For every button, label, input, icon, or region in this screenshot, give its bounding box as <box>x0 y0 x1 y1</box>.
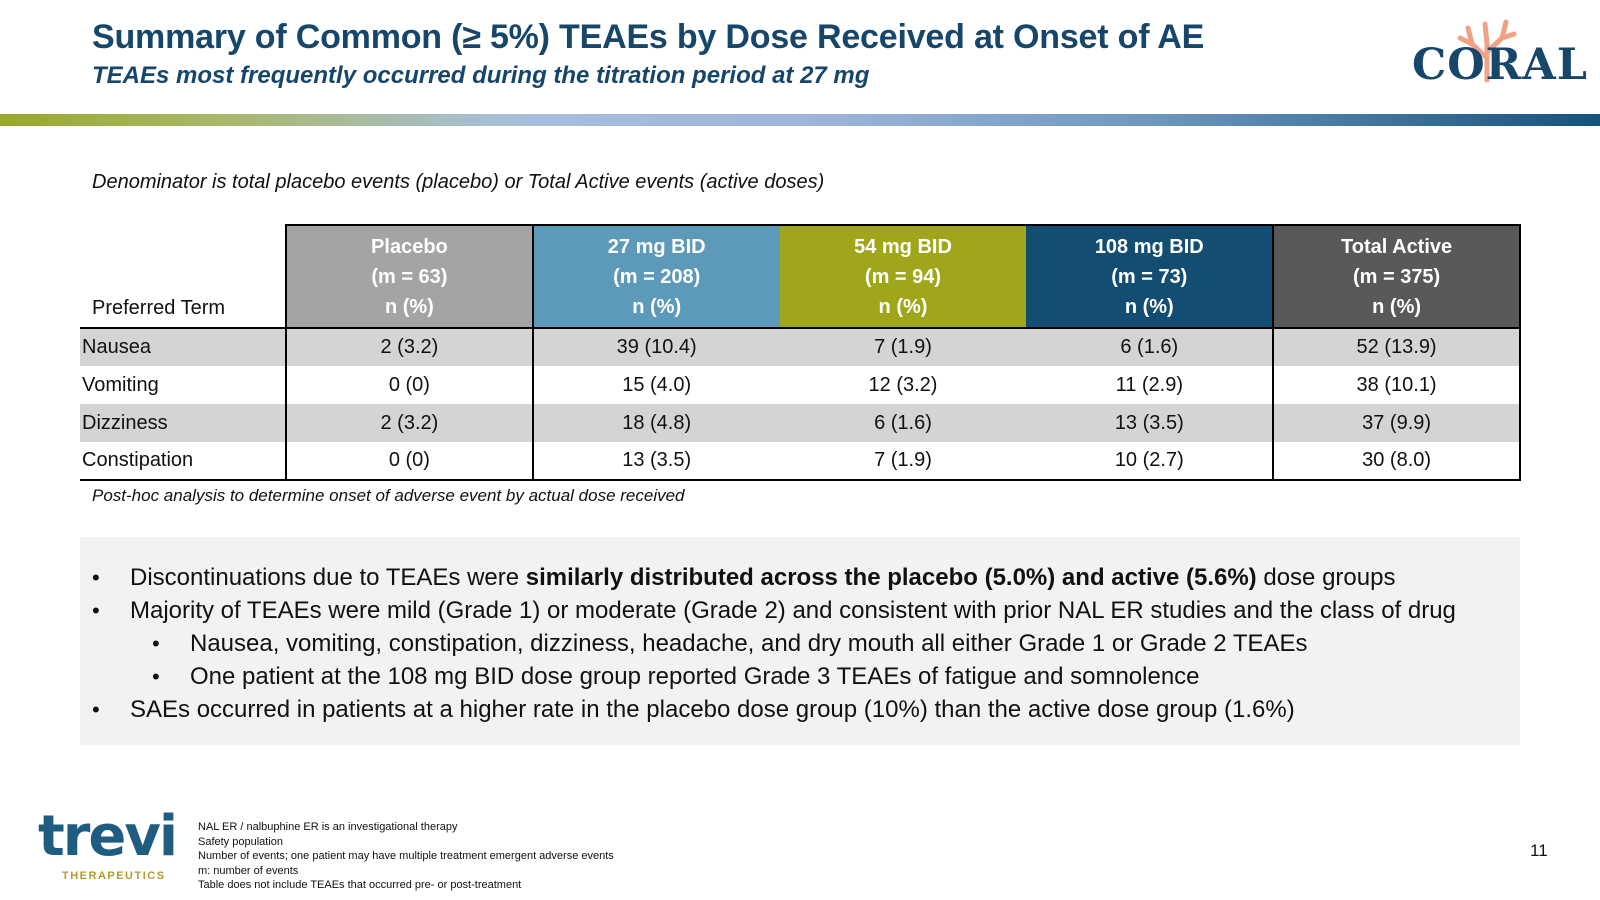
value-cell: 6 (1.6) <box>1026 328 1274 366</box>
coral-logo: CORAL <box>1412 14 1590 94</box>
value-cell: 39 (10.4) <box>531 328 780 366</box>
header-gradient-bar <box>0 114 1600 126</box>
column-event-count: (m = 63) <box>371 265 448 288</box>
value-cell: 2 (3.2) <box>285 328 533 366</box>
value-cell: 11 (2.9) <box>1115 373 1184 396</box>
value-cell: 0 (0) <box>285 366 533 404</box>
value-cell: 6 (1.6) <box>779 404 1027 442</box>
bullet-discontinuations: • Discontinuations due to TEAEs were simi… <box>80 561 1520 594</box>
footnote: NAL ER / nalbuphine ER is an investigati… <box>198 821 458 833</box>
value-cell: 37 (9.9) <box>1272 404 1521 442</box>
value-cell: 2 (3.2) <box>285 404 533 442</box>
preferred-term-cell: Constipation <box>80 442 286 481</box>
bullet-severity: • Majority of TEAEs were mild (Grade 1) o… <box>80 594 1520 627</box>
footnote: Safety population <box>198 835 284 848</box>
bullet-text: dose groups <box>1256 564 1396 591</box>
bullet-dot-icon: • <box>92 565 100 590</box>
column-unit: n (%) <box>878 295 928 318</box>
bullet-text: One patient at the 108 mg BID dose group… <box>190 663 1200 690</box>
column-name: 54 mg BID <box>854 235 952 258</box>
footnotes: NAL ER / nalbuphine ER is an investigati… <box>198 820 614 893</box>
column-header-total-active: Total Active (m = 375) n (%) <box>1272 224 1521 328</box>
preferred-term-cell: Vomiting <box>82 373 159 396</box>
bullet-text: Majority of TEAEs were mild (Grade 1) or… <box>130 597 1456 624</box>
posthoc-note: Post-hoc analysis to determine onset of … <box>92 486 685 505</box>
preferred-term-cell: Nausea <box>80 328 286 366</box>
column-event-count: (m = 208) <box>613 265 701 288</box>
column-unit: n (%) <box>632 295 682 318</box>
column-header-placebo: Placebo (m = 63) n (%) <box>285 224 533 328</box>
trevi-logo: trevi THERAPEUTICS <box>38 804 178 888</box>
denominator-note: Denominator is total placebo events (pla… <box>92 171 825 193</box>
bullet-text: SAEs occurred in patients at a higher ra… <box>130 696 1295 723</box>
bullet-dot-icon: • <box>92 598 100 623</box>
column-unit: n (%) <box>1124 295 1174 318</box>
value-cell: 13 (3.5) <box>531 442 780 481</box>
key-findings-box: • Discontinuations due to TEAEs were simi… <box>80 537 1520 745</box>
value-cell: 52 (13.9) <box>1272 328 1521 366</box>
teae-table: Preferred Term Placebo (m = 63) n (%) 27… <box>80 224 1521 481</box>
bullet-text: Nausea, vomiting, constipation, dizzines… <box>190 630 1308 657</box>
column-name: 27 mg BID <box>607 235 706 258</box>
value-cell: 38 (10.1) <box>1272 366 1521 404</box>
table-row: Vomiting 0 (0) 15 (4.0) 12 (3.2) 11 (2.9… <box>80 366 1521 404</box>
bullet-text: Discontinuations due to TEAEs were <box>130 564 526 591</box>
bullet-dot-icon: • <box>92 697 100 722</box>
preferred-term-cell: Dizziness <box>80 404 286 442</box>
column-unit: n (%) <box>1372 295 1422 318</box>
bullet-emphasis: similarly distributed across the placebo… <box>525 564 1257 591</box>
column-header-54mg: 54 mg BID (m = 94) n (%) <box>779 224 1027 328</box>
value-cell: 13 (3.5) <box>1026 404 1274 442</box>
coral-logo-text: CORAL <box>1412 40 1589 90</box>
page-number: 11 <box>1530 841 1548 860</box>
bullet-dot-icon: • <box>152 631 160 656</box>
table-header-row: Preferred Term Placebo (m = 63) n (%) 27… <box>80 224 1521 328</box>
footnote: m: number of events <box>198 864 299 877</box>
column-header-27mg: 27 mg BID (m = 208) n (%) <box>531 224 780 328</box>
bullet-dot-icon: • <box>152 664 160 689</box>
page-title: Summary of Common (≥ 5%) TEAEs by Dose R… <box>92 18 1205 56</box>
value-cell: 10 (2.7) <box>1026 442 1274 481</box>
value-cell: 7 (1.9) <box>779 442 1027 481</box>
sub-bullet-grade3: • One patient at the 108 mg BID dose grou… <box>80 660 1520 693</box>
trevi-logo-subtext: THERAPEUTICS <box>62 870 166 882</box>
footnote: Number of events; one patient may have m… <box>198 850 614 862</box>
value-cell: 0 (0) <box>285 442 533 481</box>
table-row: Nausea 2 (3.2) 39 (10.4) 7 (1.9) 6 (1.6)… <box>80 328 1521 366</box>
column-header-108mg: 108 mg BID (m = 73) n (%) <box>1026 224 1274 328</box>
value-cell: 30 (8.0) <box>1272 442 1521 481</box>
column-unit: n (%) <box>384 295 434 318</box>
preferred-term-header: Preferred Term <box>80 225 286 328</box>
table-row: Dizziness 2 (3.2) 18 (4.8) 6 (1.6) 13 (3… <box>80 404 1521 442</box>
value-cell: 15 (4.0) <box>531 366 780 404</box>
column-event-count: (m = 94) <box>864 265 942 288</box>
column-name: 108 mg BID <box>1094 235 1204 258</box>
sub-bullet-grades: • Nausea, vomiting, constipation, dizzine… <box>80 627 1520 660</box>
column-event-count: (m = 375) <box>1352 265 1441 288</box>
footnote: Table does not include TEAEs that occurr… <box>198 879 522 891</box>
value-cell: 18 (4.8) <box>531 404 780 442</box>
trevi-logo-text: trevi <box>38 804 178 869</box>
value-cell: 7 (1.9) <box>779 328 1027 366</box>
column-event-count: (m = 73) <box>1111 265 1188 288</box>
coral-branch-icon <box>1457 19 1517 83</box>
bullet-saes: • SAEs occurred in patients at a higher r… <box>80 693 1520 726</box>
table-row: Constipation 0 (0) 13 (3.5) 7 (1.9) 10 (… <box>80 442 1521 481</box>
value-cell: 12 (3.2) <box>868 373 938 396</box>
page-subtitle: TEAEs most frequently occurred during th… <box>92 62 870 89</box>
column-name: Placebo <box>371 235 448 258</box>
column-name: Total Active <box>1341 235 1453 258</box>
